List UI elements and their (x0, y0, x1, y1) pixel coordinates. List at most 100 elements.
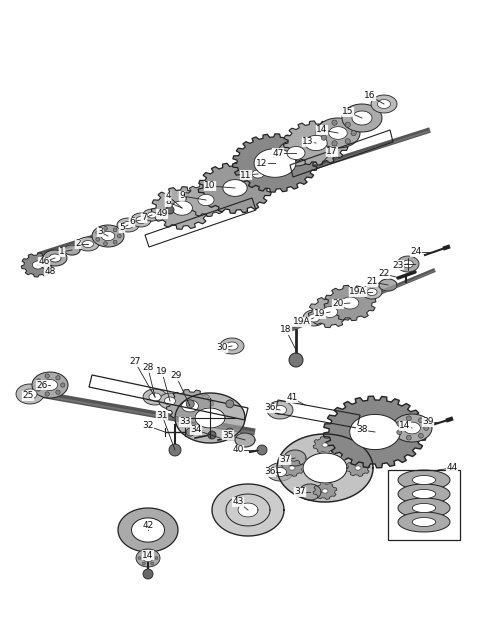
Polygon shape (324, 396, 427, 468)
Polygon shape (274, 406, 287, 414)
Text: 28: 28 (142, 364, 154, 373)
Polygon shape (42, 379, 58, 391)
Circle shape (166, 206, 174, 214)
Circle shape (186, 428, 194, 436)
Polygon shape (412, 475, 436, 484)
Text: 37: 37 (279, 456, 291, 464)
Polygon shape (167, 389, 214, 422)
Circle shape (257, 445, 267, 455)
Polygon shape (412, 517, 436, 527)
Text: 4: 4 (165, 192, 171, 200)
Polygon shape (346, 460, 370, 476)
Polygon shape (83, 240, 94, 248)
Text: 19: 19 (314, 310, 326, 318)
Circle shape (332, 120, 337, 125)
Polygon shape (254, 149, 296, 177)
Polygon shape (195, 408, 225, 428)
Text: 7: 7 (141, 213, 147, 223)
Polygon shape (289, 466, 295, 470)
Polygon shape (165, 397, 176, 405)
Polygon shape (77, 237, 99, 251)
Text: 21: 21 (366, 278, 378, 286)
Text: 1: 1 (59, 248, 65, 256)
Polygon shape (92, 225, 124, 247)
Polygon shape (323, 306, 337, 318)
Text: 15: 15 (342, 107, 354, 117)
Text: 19A: 19A (293, 318, 311, 326)
Polygon shape (371, 95, 397, 113)
Polygon shape (324, 285, 376, 321)
Polygon shape (274, 467, 287, 477)
Polygon shape (267, 463, 293, 481)
Polygon shape (43, 250, 67, 266)
Polygon shape (267, 401, 293, 419)
Circle shape (118, 234, 121, 238)
Polygon shape (136, 549, 160, 567)
Text: 25: 25 (22, 391, 34, 401)
Polygon shape (117, 218, 139, 232)
Text: 6: 6 (129, 218, 135, 227)
Polygon shape (277, 434, 373, 502)
Text: 33: 33 (179, 417, 191, 426)
Polygon shape (212, 484, 284, 536)
Circle shape (226, 428, 234, 436)
Text: 31: 31 (156, 411, 168, 419)
Circle shape (345, 122, 350, 127)
Circle shape (186, 400, 194, 408)
Polygon shape (403, 260, 413, 268)
Circle shape (113, 240, 117, 244)
Text: 18: 18 (280, 326, 292, 334)
Polygon shape (309, 296, 351, 328)
Polygon shape (322, 443, 328, 447)
Polygon shape (136, 217, 146, 223)
Circle shape (351, 130, 356, 135)
Text: 48: 48 (44, 268, 56, 276)
Polygon shape (131, 213, 151, 227)
Text: 35: 35 (222, 431, 234, 439)
Circle shape (142, 562, 145, 565)
Polygon shape (181, 400, 198, 412)
Polygon shape (342, 104, 382, 132)
Text: 8: 8 (165, 198, 171, 207)
Polygon shape (149, 393, 161, 401)
Circle shape (143, 569, 153, 579)
Circle shape (104, 241, 108, 245)
Polygon shape (226, 342, 238, 350)
Circle shape (113, 228, 117, 232)
Text: 34: 34 (190, 426, 202, 434)
Circle shape (424, 426, 429, 431)
Circle shape (56, 390, 60, 394)
Text: 22: 22 (378, 270, 390, 278)
Polygon shape (23, 389, 37, 399)
Polygon shape (172, 201, 192, 215)
Polygon shape (398, 512, 450, 532)
Text: 5: 5 (119, 223, 125, 233)
Circle shape (56, 376, 60, 380)
Text: 27: 27 (129, 358, 141, 366)
Text: 24: 24 (410, 248, 421, 256)
Circle shape (397, 430, 402, 435)
Polygon shape (232, 134, 318, 192)
Circle shape (419, 434, 423, 438)
Circle shape (142, 551, 145, 554)
Text: 37: 37 (294, 487, 306, 497)
Polygon shape (64, 245, 80, 255)
Circle shape (332, 141, 337, 146)
Circle shape (407, 436, 411, 440)
Circle shape (419, 418, 423, 422)
Circle shape (169, 444, 181, 456)
Text: 42: 42 (143, 520, 154, 530)
Text: 44: 44 (446, 464, 457, 472)
Circle shape (151, 562, 154, 565)
Polygon shape (252, 170, 264, 178)
Polygon shape (398, 470, 450, 490)
Text: 20: 20 (332, 300, 344, 308)
Circle shape (407, 416, 411, 421)
Circle shape (397, 421, 402, 426)
Polygon shape (147, 212, 156, 218)
Circle shape (321, 126, 326, 131)
Text: 10: 10 (204, 182, 216, 190)
Polygon shape (143, 209, 161, 221)
Text: 43: 43 (232, 497, 244, 507)
Text: 19: 19 (156, 368, 168, 376)
